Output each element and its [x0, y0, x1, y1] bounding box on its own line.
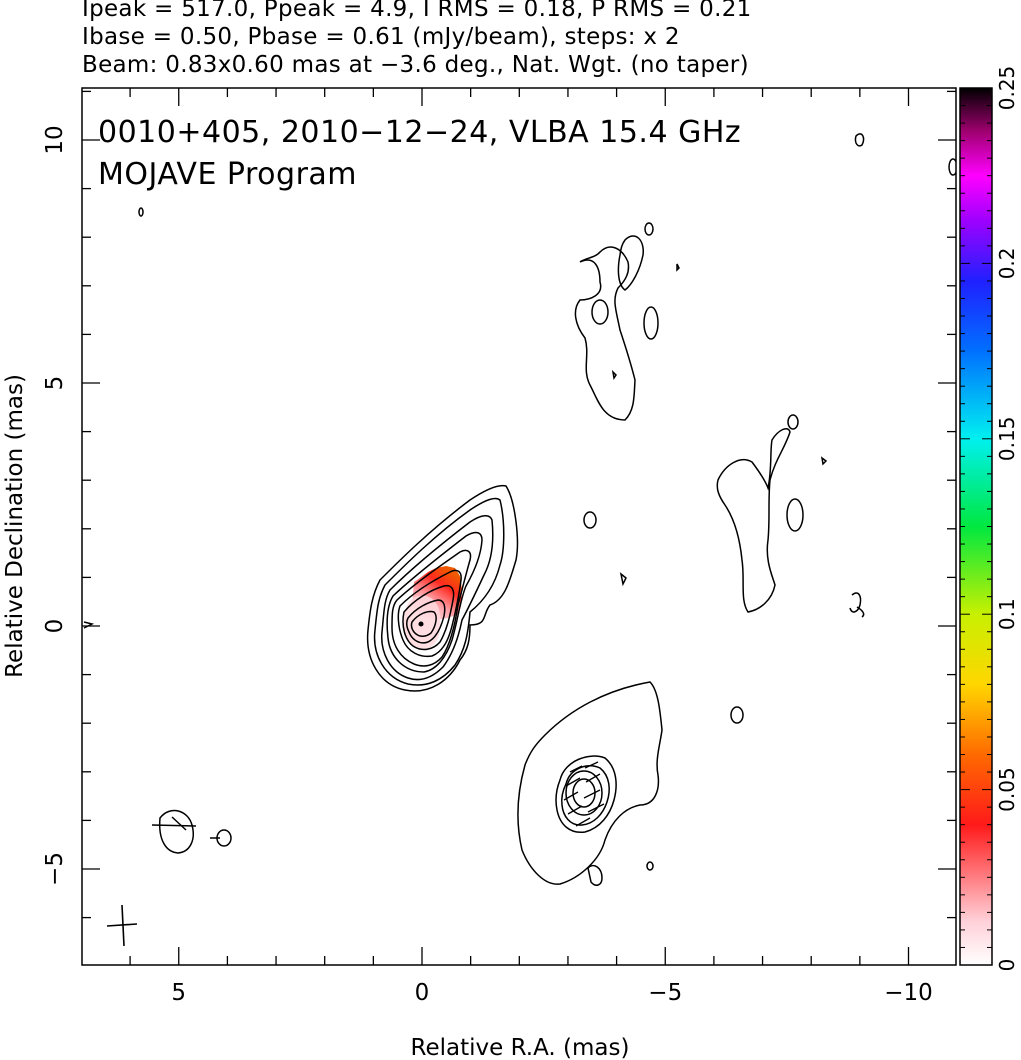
colorbar-tick-labels: 0 0.05 0.1 0.15 0.2 0.25	[995, 66, 1019, 972]
contour-map	[83, 133, 956, 947]
panel-title: 0010+405, 2010−12−24, VLBA 15.4 GHz	[98, 115, 741, 150]
x-tick-label: −10	[884, 980, 933, 1006]
x-tick-labels: 5 0 −5 −10	[171, 980, 932, 1006]
colorbar-tick-label: 0.1	[995, 598, 1019, 630]
beam-cross	[106, 904, 138, 947]
colorbar-tick-label: 0.25	[995, 66, 1019, 111]
header-line-2: Ibase = 0.50, Pbase = 0.61 (mJy/beam), s…	[82, 24, 680, 50]
lower-left-contours	[151, 809, 232, 854]
axis-ticks	[82, 88, 956, 965]
colorbar-ticks	[960, 87, 992, 966]
western-contours	[83, 133, 956, 871]
colorbar-tick-label: 0.05	[995, 767, 1019, 812]
colorbar-tick-label: 0.2	[995, 247, 1019, 279]
header-line-3: Beam: 0.83x0.60 mas at −3.6 deg., Nat. W…	[82, 52, 749, 78]
colorbar-gradient	[960, 88, 992, 965]
x-tick-label: −5	[648, 980, 682, 1006]
colorbar-tick-label: 0	[995, 959, 1019, 972]
y-tick-labels: 10 5 0 −5	[42, 125, 68, 886]
panel-subtitle: MOJAVE Program	[98, 157, 357, 192]
southern-component-contours	[517, 681, 663, 886]
x-tick-label: 5	[171, 980, 186, 1006]
x-tick-label: 0	[415, 980, 430, 1006]
core-contours	[366, 484, 519, 692]
y-axis-label: Relative Declination (mas)	[2, 374, 28, 678]
y-tick-label: 10	[42, 125, 68, 154]
y-tick-label: 5	[42, 376, 68, 391]
northern-contours	[574, 222, 680, 421]
y-tick-label: −5	[42, 852, 68, 886]
polarization-vectors	[563, 761, 605, 827]
x-axis-label: Relative R.A. (mas)	[411, 1035, 630, 1060]
header-line-1: Ipeak = 517.0, Ppeak = 4.9, I RMS = 0.18…	[82, 0, 752, 22]
y-tick-label: 0	[42, 619, 68, 634]
colorbar-tick-label: 0.15	[995, 417, 1019, 462]
colorbar: 0 0.05 0.1 0.15 0.2 0.25	[959, 66, 1019, 972]
